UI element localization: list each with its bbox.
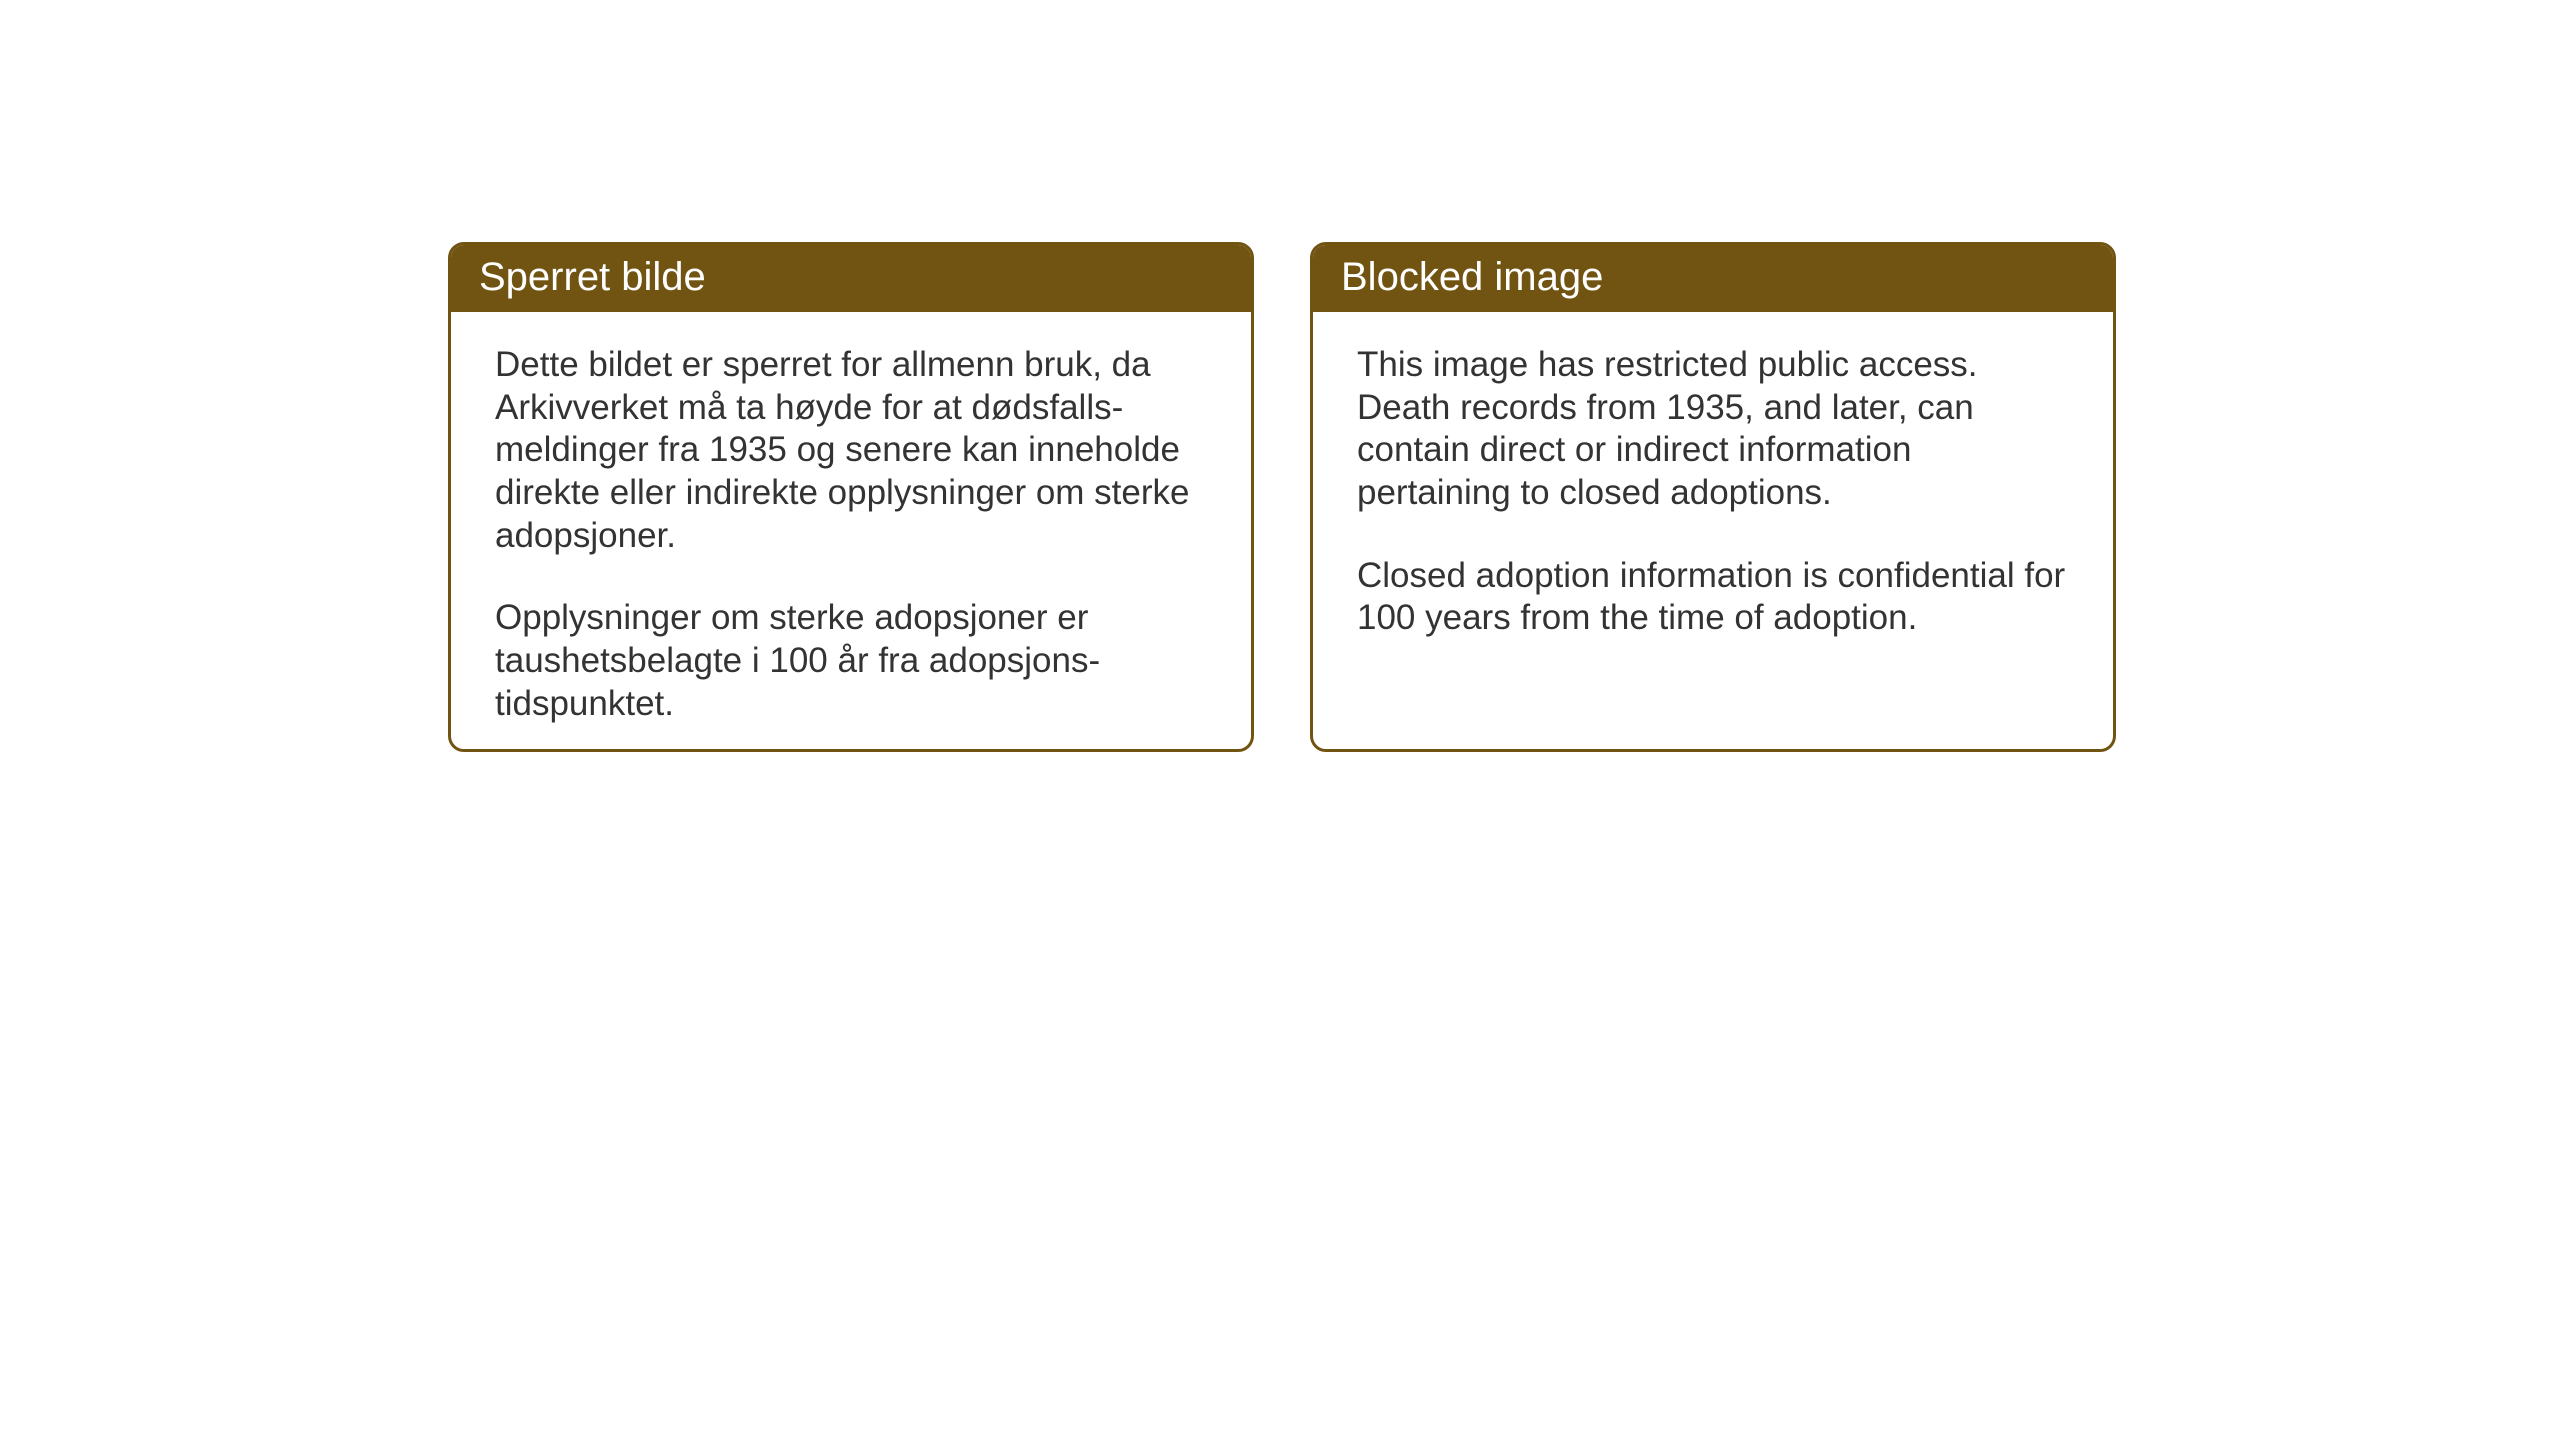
card-norwegian-paragraph-1: Dette bildet er sperret for allmenn bruk…: [495, 344, 1207, 557]
card-english-paragraph-1: This image has restricted public access.…: [1357, 344, 2069, 515]
card-norwegian: Sperret bilde Dette bildet er sperret fo…: [448, 242, 1254, 752]
card-english-title: Blocked image: [1341, 255, 1603, 299]
card-norwegian-paragraph-2: Opplysninger om sterke adopsjoner er tau…: [495, 597, 1207, 725]
cards-container: Sperret bilde Dette bildet er sperret fo…: [448, 242, 2116, 752]
card-norwegian-title: Sperret bilde: [479, 255, 706, 299]
card-norwegian-header: Sperret bilde: [451, 245, 1251, 312]
card-english-header: Blocked image: [1313, 245, 2113, 312]
card-english: Blocked image This image has restricted …: [1310, 242, 2116, 752]
card-english-body: This image has restricted public access.…: [1313, 312, 2113, 672]
card-english-paragraph-2: Closed adoption information is confident…: [1357, 555, 2069, 640]
card-norwegian-body: Dette bildet er sperret for allmenn bruk…: [451, 312, 1251, 752]
